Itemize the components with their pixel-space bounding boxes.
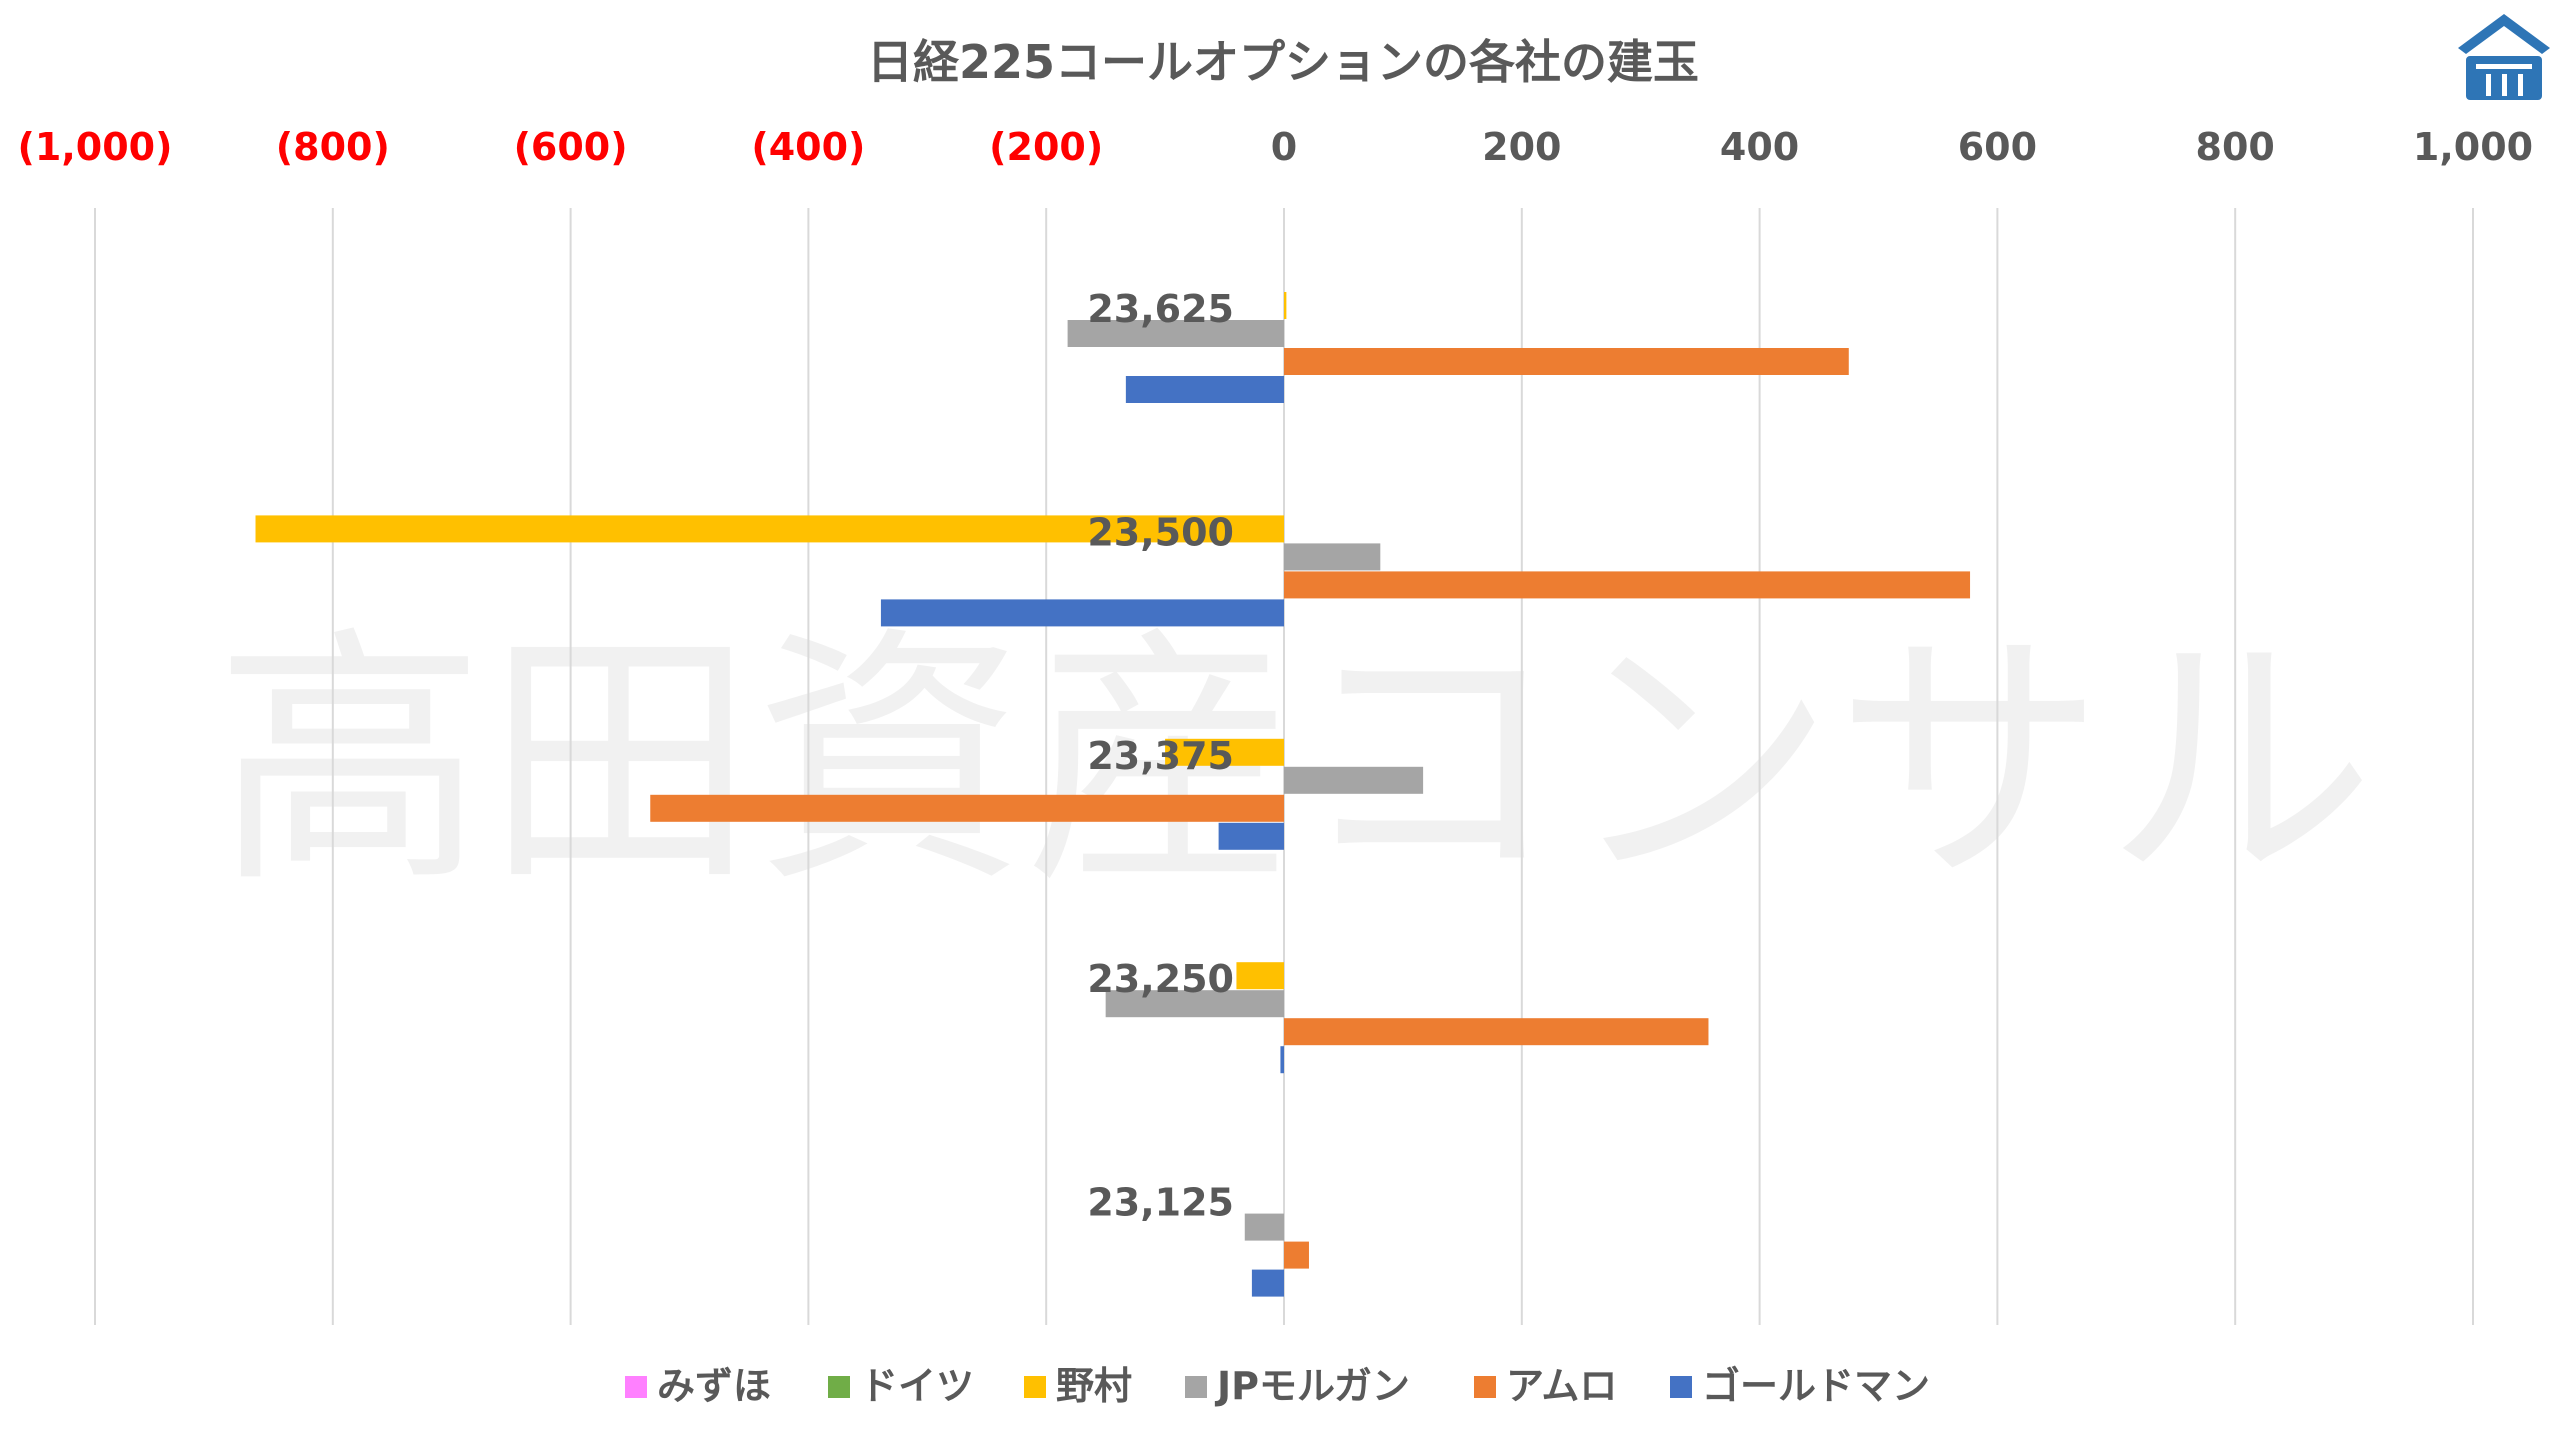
logo-roof-icon xyxy=(2458,14,2550,54)
x-tick-label: 0 xyxy=(1271,125,1297,169)
x-tick-label: 400 xyxy=(1720,125,1799,169)
bar xyxy=(1284,292,1287,319)
x-tick-label: (1,000) xyxy=(18,125,173,169)
category-labels: 23,625 23,500 23,375 23,250 23,125 xyxy=(1087,287,1234,1225)
bar xyxy=(1251,1269,1284,1297)
bar xyxy=(1165,738,1284,766)
legend-swatch xyxy=(1185,1376,1207,1398)
bar xyxy=(1284,348,1849,375)
category-label: 23,125 xyxy=(1087,1181,1234,1225)
bars xyxy=(255,292,1971,1297)
bar xyxy=(1244,1213,1284,1241)
bar xyxy=(1236,962,1284,990)
logo-line-icon xyxy=(2518,74,2523,96)
legend-label: ドイツ xyxy=(860,1364,974,1408)
legend-swatch xyxy=(625,1376,647,1398)
bar xyxy=(255,515,1284,543)
x-tick-label: 800 xyxy=(2196,125,2275,169)
bar xyxy=(1067,320,1284,347)
logo-line-icon xyxy=(2502,74,2507,96)
legend-swatch xyxy=(828,1376,850,1398)
chart-title: 日経225コールオプションの各社の建玉 xyxy=(867,35,1699,89)
bar xyxy=(1284,766,1424,794)
bar xyxy=(1284,543,1381,571)
logo-line-icon xyxy=(2476,64,2532,69)
bar xyxy=(1284,1018,1709,1046)
category-label: 23,250 xyxy=(1087,957,1234,1001)
category-label: 23,500 xyxy=(1087,510,1234,554)
x-tick-label: (800) xyxy=(276,125,390,169)
bar xyxy=(1284,571,1971,599)
category-label: 23,625 xyxy=(1087,287,1234,331)
legend-label: 野村 xyxy=(1056,1364,1132,1408)
logo-line-icon xyxy=(2486,74,2491,96)
legend-label: みずほ xyxy=(657,1364,771,1408)
x-tick-label: 200 xyxy=(1482,125,1561,169)
x-tick-label: 600 xyxy=(1958,125,2037,169)
legend-swatch xyxy=(1024,1376,1046,1398)
bar xyxy=(1105,990,1284,1018)
bar xyxy=(1125,376,1284,403)
bar xyxy=(1218,822,1284,850)
bar xyxy=(880,599,1284,627)
x-tick-label: 1,000 xyxy=(2413,125,2533,169)
x-tick-label: (600) xyxy=(514,125,628,169)
x-tick-label: (400) xyxy=(751,125,865,169)
legend-swatch xyxy=(1670,1376,1692,1398)
logo xyxy=(2458,14,2550,100)
bar xyxy=(650,794,1284,822)
watermark: 高田資産コンサル xyxy=(215,604,2375,919)
legend-label: JPモルガン xyxy=(1214,1364,1410,1408)
bar xyxy=(1284,1241,1309,1269)
x-tick-label: (200) xyxy=(989,125,1103,169)
bar xyxy=(1280,1046,1284,1074)
legend-label: アムロ xyxy=(1506,1364,1617,1408)
legend-label: ゴールドマン xyxy=(1702,1364,1930,1408)
category-label: 23,375 xyxy=(1087,734,1234,778)
legend-swatch xyxy=(1474,1376,1496,1398)
x-axis-ticks: (1,000) (800) (600) (400) (200) 0 200 400 600 800… xyxy=(18,125,2534,169)
legend: みずほ ドイツ 野村 JPモルガン アムロ ゴールドマン xyxy=(625,1364,1930,1408)
